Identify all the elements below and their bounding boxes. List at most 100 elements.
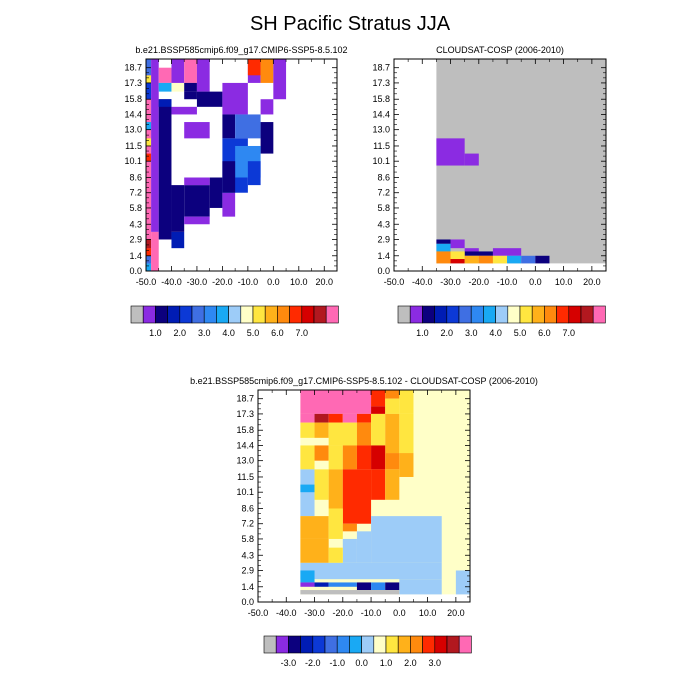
y-tick-label: 14.4 [372, 109, 390, 119]
heatmap-cell [146, 239, 152, 249]
heatmap-cell [158, 82, 172, 92]
y-tick-label: 14.4 [236, 440, 254, 450]
y-tick-label: 8.6 [129, 173, 142, 183]
heatmap-cell [146, 138, 152, 146]
colorbar-swatch [228, 305, 242, 324]
y-tick-label: 0.0 [241, 597, 254, 607]
heatmap-cell [328, 413, 343, 423]
colorbar-swatch [240, 305, 254, 324]
x-tick-label: 10.0 [419, 608, 437, 618]
heatmap-cell [300, 469, 315, 517]
x-tick-label: 20.0 [583, 277, 601, 287]
x-tick-label: 0.0 [529, 277, 542, 287]
heatmap-cells [436, 59, 606, 264]
heatmap-cell [371, 516, 442, 563]
x-tick-label: -10.0 [497, 277, 518, 287]
y-tick-label: 11.5 [125, 141, 142, 151]
heatmap-cell [314, 422, 329, 438]
colorbar-label: 5.0 [514, 328, 527, 338]
heatmap-cell [450, 239, 465, 249]
colorbar-swatch [458, 305, 472, 324]
y-tick-label: 13.0 [372, 125, 390, 135]
heatmap-cell [371, 406, 386, 414]
heatmap-cell [171, 59, 185, 83]
y-tick-label: 18.7 [124, 63, 142, 73]
colorbar-swatch [349, 635, 362, 654]
x-tick-label: -50.0 [248, 608, 269, 618]
heatmap-cell [247, 59, 261, 76]
heatmap-cell [300, 484, 315, 493]
heatmap-cell [464, 251, 493, 256]
heatmap-cell [314, 582, 329, 587]
heatmap-cell [399, 413, 414, 454]
y-tick-label: 7.2 [241, 519, 254, 529]
colorbar-swatch [434, 635, 448, 654]
y-tick-label: 13.0 [236, 456, 254, 466]
heatmap-cell [196, 91, 223, 107]
colorbar-swatch [568, 305, 582, 324]
heatmap-cell [158, 67, 172, 83]
y-tick-label: 4.3 [241, 550, 254, 560]
colorbar-swatch [300, 635, 314, 654]
heatmap-cell [328, 422, 357, 446]
heatmap-cell [146, 263, 152, 271]
y-tick-label: 1.4 [241, 582, 254, 592]
heatmap-cell [300, 582, 315, 587]
y-tick-label: 1.4 [377, 251, 390, 261]
panel-subtitle: CLOUDSAT-COSP (2006-2010) [436, 45, 564, 55]
heatmap-cell [314, 469, 329, 500]
y-tick-label: 17.3 [372, 78, 390, 88]
heatmap-cell [184, 185, 210, 217]
heatmap-cell [300, 562, 442, 580]
colorbar-swatch [324, 635, 338, 654]
colorbar-swatch [483, 305, 496, 324]
x-tick-label: 10.0 [290, 277, 308, 287]
colorbar-swatch [556, 305, 570, 324]
colorbar-swatch [507, 305, 521, 324]
heatmap-cell [342, 469, 372, 524]
y-tick-label: 11.5 [237, 472, 254, 482]
heatmap-cell [436, 243, 451, 252]
y-tick-label: 2.9 [241, 565, 254, 575]
heatmap-cell [146, 59, 152, 271]
heatmap-cell [385, 413, 400, 454]
heatmap-cells [146, 59, 287, 271]
colorbar-label: 4.0 [489, 328, 502, 338]
heatmap-cell [300, 570, 315, 583]
y-tick-label: 4.3 [377, 219, 390, 229]
x-tick-label: -40.0 [276, 608, 297, 618]
heatmap-cell [356, 531, 372, 563]
heatmap-cell [371, 582, 386, 591]
x-tick-label: 0.0 [393, 608, 406, 618]
heatmap-cell [146, 122, 152, 130]
colorbar-swatch [519, 305, 533, 324]
colorbar-swatch [264, 305, 278, 324]
heatmap-cell [300, 390, 372, 414]
y-tick-label: 10.1 [236, 487, 254, 497]
heatmap-cell [464, 255, 479, 264]
colorbar-label: 7.0 [563, 328, 576, 338]
colorbar-swatch [312, 635, 326, 654]
colorbar-swatch [422, 305, 435, 324]
heatmap-cell [146, 82, 152, 100]
heatmap-cell [436, 138, 465, 166]
heatmap-cell [371, 390, 386, 407]
x-tick-label: -10.0 [361, 608, 382, 618]
x-tick-label: -20.0 [333, 608, 354, 618]
colorbar-swatch [446, 305, 460, 324]
colorbar: 1.0 2.0 3.0 4.0 5.0 6.0 7.0 [397, 305, 606, 338]
colorbar-label: -1.0 [329, 658, 345, 668]
colorbar-label: -3.0 [281, 658, 297, 668]
heatmap-cell [450, 259, 465, 264]
heatmap-cell [171, 231, 185, 249]
colorbar-swatch [277, 305, 290, 324]
heatmap-cell [385, 469, 400, 500]
y-tick-label: 7.2 [377, 188, 390, 198]
heatmap-cell [492, 248, 522, 256]
colorbar-swatch [446, 635, 460, 654]
heatmap-cell [507, 255, 522, 264]
colorbar-swatch [580, 305, 594, 324]
heatmap-cell [300, 422, 315, 438]
y-tick-label: 5.8 [129, 203, 142, 213]
y-tick-label: 15.8 [124, 94, 142, 104]
